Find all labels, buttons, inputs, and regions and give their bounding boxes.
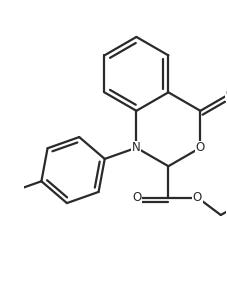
Text: O: O xyxy=(131,191,141,204)
Text: O: O xyxy=(192,191,201,204)
Text: O: O xyxy=(225,87,227,100)
Text: N: N xyxy=(131,141,140,154)
Text: O: O xyxy=(195,141,204,154)
